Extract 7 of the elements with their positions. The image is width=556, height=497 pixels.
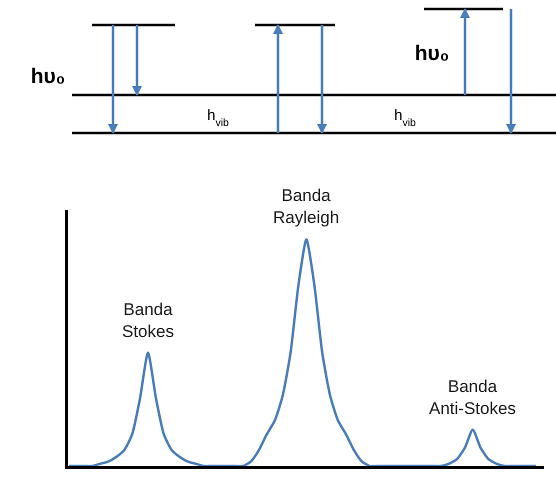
annotation: Banda Rayleigh [273, 186, 340, 228]
annotation: Banda Stokes [122, 300, 174, 342]
annotation: Banda Anti-Stokes [429, 377, 516, 418]
text: hυ₀ [414, 42, 450, 65]
text: h$_{vib}$ [394, 107, 416, 129]
text: h$_{vib}$ [207, 107, 230, 129]
text: hυ₀ [30, 65, 66, 88]
